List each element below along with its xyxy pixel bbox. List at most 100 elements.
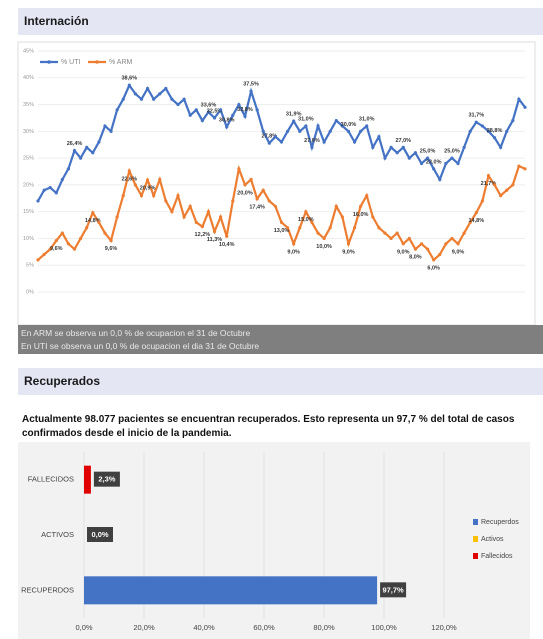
point — [474, 120, 478, 124]
point — [231, 199, 235, 203]
x-tick-label: 60,0% — [253, 623, 275, 632]
point — [79, 156, 83, 160]
point — [462, 145, 466, 149]
point — [188, 204, 192, 208]
point — [383, 156, 387, 160]
point — [164, 199, 168, 203]
data-label: 30,0% — [341, 122, 357, 128]
point — [109, 129, 113, 133]
point — [152, 194, 156, 198]
data-label: 27,8% — [262, 134, 278, 140]
data-label: 15,0% — [298, 217, 314, 223]
data-label: 32,5% — [207, 108, 223, 114]
point — [255, 197, 259, 201]
data-label: 97,7% — [382, 585, 404, 594]
point — [468, 129, 472, 133]
point — [54, 191, 58, 195]
data-label: 26,4% — [67, 141, 83, 147]
point — [438, 252, 442, 257]
point — [432, 258, 436, 262]
legend-label: Activos — [481, 536, 504, 543]
x-tick-label: 120,0% — [431, 623, 457, 632]
point — [346, 129, 351, 133]
line-chart: 0% 5% 10% 15% 20% 25% 30% 35% 40% 45% 26,4% 38,6% 33… — [17, 41, 536, 325]
point — [456, 242, 460, 246]
point — [243, 183, 247, 187]
legend-label: Recuperdos — [481, 519, 519, 526]
point — [450, 236, 454, 241]
point — [407, 156, 411, 160]
point — [127, 83, 131, 87]
point — [206, 110, 211, 114]
y-tick-label: 20% — [23, 182, 34, 188]
point — [499, 194, 503, 198]
point — [170, 210, 174, 214]
point — [322, 236, 326, 241]
point — [292, 119, 296, 123]
data-label: 10,0% — [316, 244, 332, 250]
point — [145, 86, 150, 91]
point — [249, 177, 253, 182]
point — [91, 211, 95, 215]
section-title: Internación — [18, 8, 543, 35]
legend-label: % UTI — [61, 59, 81, 66]
data-label: 9,6% — [50, 246, 63, 252]
point — [340, 215, 344, 219]
point — [91, 151, 95, 155]
point — [48, 247, 52, 251]
point — [42, 188, 46, 192]
point — [225, 125, 229, 129]
point — [279, 220, 284, 224]
point — [456, 161, 460, 166]
data-label: 9,0% — [287, 249, 300, 255]
point — [60, 177, 64, 182]
point — [292, 242, 296, 246]
point — [389, 236, 393, 241]
point — [237, 102, 241, 107]
data-label: 25,0% — [444, 149, 460, 155]
point — [492, 183, 497, 187]
point — [42, 252, 46, 257]
y-tick-label: RECUPERDOS — [21, 585, 74, 594]
point — [474, 211, 478, 215]
point — [48, 185, 52, 190]
point — [426, 247, 430, 251]
point — [377, 226, 381, 230]
point — [273, 204, 278, 208]
data-label: 10,4% — [219, 242, 235, 248]
point — [407, 236, 411, 241]
point — [267, 141, 271, 145]
note: En UTI se observa un 0,0 % de ocupacion … — [21, 340, 260, 351]
point — [261, 129, 265, 133]
point — [389, 145, 393, 149]
point — [352, 226, 357, 230]
data-label: 31,9% — [286, 112, 302, 118]
point — [492, 136, 497, 140]
data-label: 9,0% — [397, 249, 410, 255]
data-label: 6,0% — [427, 265, 440, 271]
data-label: 33,6% — [201, 103, 217, 109]
data-label: 11,3% — [207, 237, 222, 243]
point — [352, 140, 357, 144]
point — [438, 177, 442, 182]
data-label: 20,0% — [237, 190, 253, 196]
data-label: 31,0% — [359, 116, 375, 122]
point — [523, 105, 527, 109]
point — [200, 225, 204, 229]
data-label: 9,6% — [105, 246, 118, 252]
point — [310, 145, 314, 149]
y-tick-label: FALLECIDOS — [28, 475, 74, 484]
point — [176, 102, 180, 107]
legend-swatch — [473, 519, 478, 525]
x-tick-label: 20,0% — [133, 623, 155, 632]
data-label: 8,0% — [409, 255, 422, 261]
point — [298, 226, 302, 230]
data-label: 17,4% — [249, 204, 265, 210]
point — [36, 258, 40, 262]
point — [322, 140, 326, 144]
point — [444, 161, 448, 166]
data-label: 23,0% — [426, 159, 442, 165]
point — [371, 145, 375, 149]
point — [316, 231, 320, 235]
point — [176, 194, 180, 198]
